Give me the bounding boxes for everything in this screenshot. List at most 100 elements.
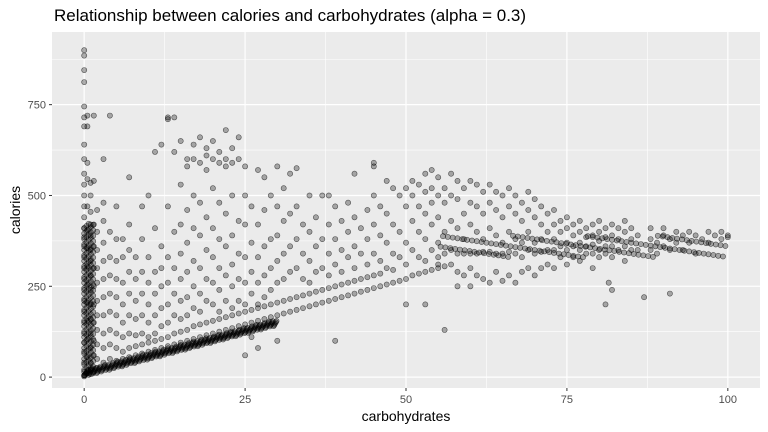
data-point xyxy=(469,237,475,244)
data-point xyxy=(235,250,242,257)
data-point xyxy=(441,185,448,192)
data-point xyxy=(556,250,562,257)
data-point xyxy=(641,294,647,301)
data-point xyxy=(280,217,287,224)
y-tick-label: 750 xyxy=(28,100,46,112)
data-point xyxy=(107,308,113,315)
data-point xyxy=(546,249,553,255)
data-point xyxy=(171,290,178,297)
data-point xyxy=(564,261,570,268)
data-point xyxy=(351,265,358,271)
data-point xyxy=(722,243,729,249)
data-point xyxy=(203,167,210,173)
data-point xyxy=(267,192,274,199)
data-point xyxy=(306,192,313,199)
data-point xyxy=(293,294,300,301)
data-point xyxy=(267,286,274,293)
data-point xyxy=(415,228,422,235)
data-point xyxy=(190,257,197,264)
data-point xyxy=(640,252,647,259)
data-point xyxy=(403,301,409,308)
data-point xyxy=(184,156,191,162)
data-point xyxy=(145,301,152,308)
data-point xyxy=(126,221,133,228)
data-point xyxy=(602,225,609,232)
data-point xyxy=(81,123,88,130)
data-point xyxy=(589,250,596,257)
data-point xyxy=(306,257,313,264)
data-point xyxy=(293,265,300,271)
data-point xyxy=(152,268,158,275)
data-point xyxy=(197,308,203,315)
data-point xyxy=(557,228,564,235)
data-point xyxy=(621,243,628,250)
data-point xyxy=(235,156,242,162)
data-point xyxy=(152,225,158,232)
data-point xyxy=(480,276,487,282)
data-point xyxy=(152,290,158,297)
data-point xyxy=(81,214,88,221)
data-point xyxy=(576,217,583,224)
data-point xyxy=(510,232,516,239)
data-point xyxy=(107,355,113,362)
data-point xyxy=(476,249,483,256)
data-point xyxy=(377,257,384,264)
data-point xyxy=(613,237,620,244)
data-point xyxy=(107,326,113,333)
data-point xyxy=(293,203,300,210)
data-point xyxy=(506,248,512,255)
data-point xyxy=(519,268,525,275)
data-point xyxy=(506,203,512,210)
data-point xyxy=(460,272,467,279)
data-point xyxy=(242,279,248,286)
data-point xyxy=(158,336,165,342)
data-point xyxy=(577,243,584,249)
data-point xyxy=(580,254,586,261)
data-point xyxy=(570,221,577,228)
data-point xyxy=(364,286,371,293)
data-point xyxy=(525,228,532,235)
data-point xyxy=(602,243,609,250)
data-point xyxy=(248,306,255,313)
data-point xyxy=(435,174,442,181)
data-point xyxy=(464,236,470,243)
data-point xyxy=(293,236,300,242)
data-point xyxy=(712,241,719,248)
data-point xyxy=(152,330,158,337)
data-point xyxy=(440,233,446,240)
data-point xyxy=(507,243,514,250)
data-point xyxy=(158,141,165,148)
data-point xyxy=(229,312,236,319)
data-point xyxy=(164,114,171,121)
data-point xyxy=(654,232,661,239)
data-point xyxy=(473,181,480,188)
data-point xyxy=(338,294,345,301)
data-point xyxy=(261,174,268,181)
data-point xyxy=(197,199,203,206)
data-point xyxy=(81,47,88,54)
data-point xyxy=(647,225,654,232)
data-point xyxy=(452,245,458,252)
data-point xyxy=(693,238,700,245)
data-point xyxy=(609,254,615,261)
data-point xyxy=(527,246,533,253)
data-point xyxy=(171,228,178,235)
data-point xyxy=(90,221,97,228)
data-point xyxy=(712,232,718,239)
data-point xyxy=(506,228,512,235)
data-point xyxy=(235,134,242,141)
data-point xyxy=(506,185,512,192)
data-point xyxy=(502,242,509,249)
data-point xyxy=(609,286,615,293)
data-point xyxy=(621,257,628,264)
data-point xyxy=(628,239,635,246)
data-point xyxy=(81,103,88,110)
data-point xyxy=(197,159,203,166)
data-point xyxy=(312,214,319,221)
data-point xyxy=(190,192,197,199)
data-point xyxy=(616,248,623,255)
data-point xyxy=(409,217,416,224)
data-point xyxy=(287,243,293,250)
data-point xyxy=(724,232,731,239)
